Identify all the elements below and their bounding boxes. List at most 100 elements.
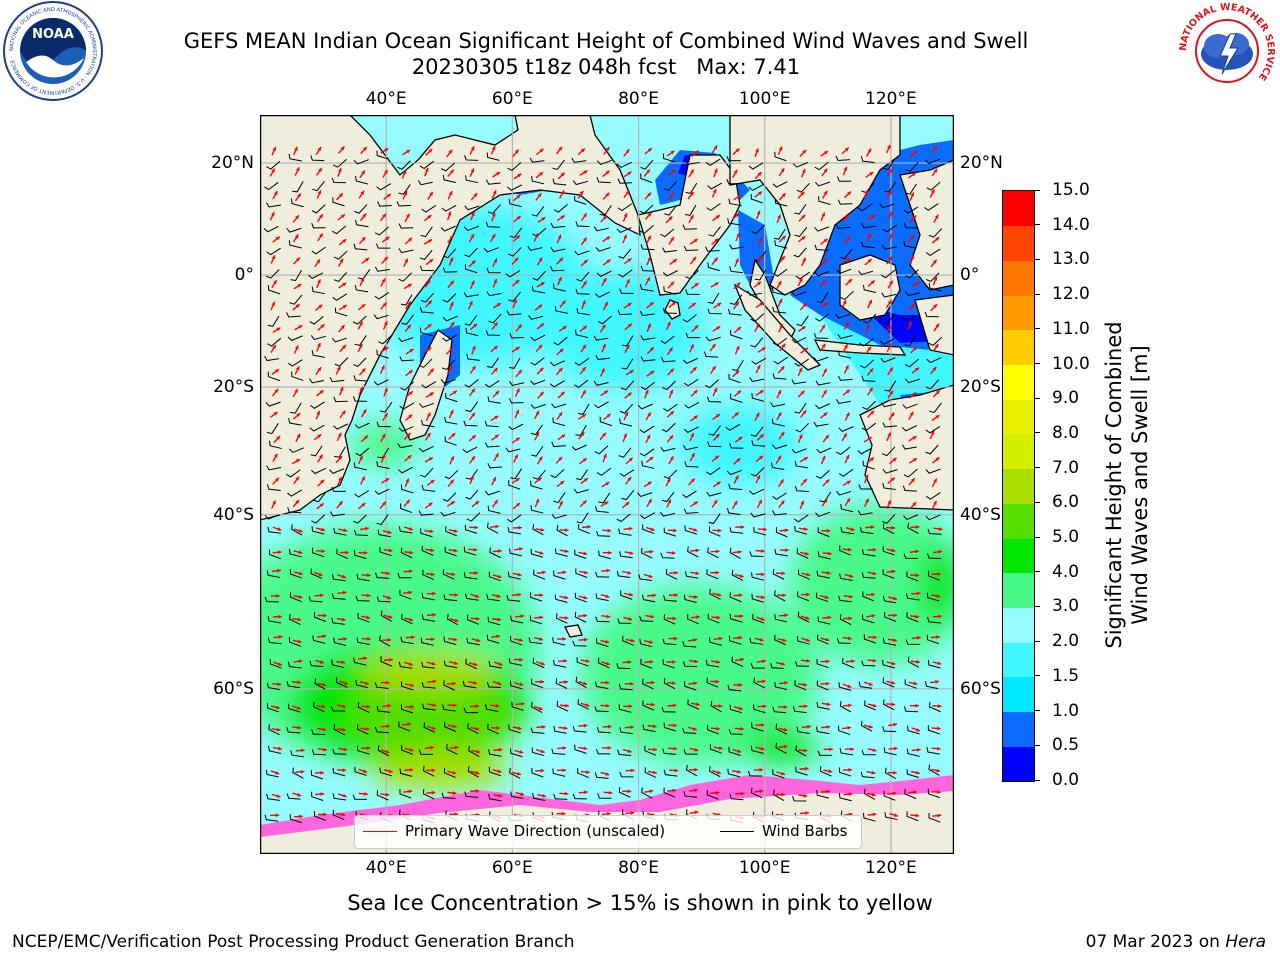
wave-arrow-head	[277, 682, 282, 687]
wave-arrow-head	[538, 257, 543, 262]
wave-arrow-head	[520, 702, 525, 706]
wave-arrow-head	[825, 659, 830, 664]
wave-arrow-head	[515, 346, 520, 351]
wind-barb	[837, 334, 853, 340]
wind-barb	[907, 656, 920, 668]
wave-arrow-head	[540, 749, 545, 754]
wave-arrow-head	[275, 369, 279, 373]
wind-barb	[795, 766, 808, 776]
wave-arrow-head	[317, 343, 321, 347]
wind-barb	[422, 788, 435, 800]
wind-barb	[576, 657, 589, 667]
wind-barb	[861, 572, 876, 579]
latitude-label: 20°N	[211, 153, 254, 174]
wind-barb	[791, 336, 807, 344]
wave-arrow-head	[475, 594, 480, 598]
wave-arrow-head	[495, 524, 500, 529]
wave-arrow-head	[432, 703, 437, 707]
wave-arrow-head	[498, 793, 503, 798]
wind-barb	[419, 160, 434, 170]
wind-barb	[529, 615, 543, 625]
wind-barb	[443, 594, 458, 602]
wind-barb	[596, 177, 611, 184]
wave-arrow-head	[872, 812, 877, 817]
wind-barb	[488, 766, 501, 777]
wind-barb	[862, 400, 877, 411]
wave-arrow-head	[715, 679, 720, 684]
wind-barb	[836, 176, 852, 182]
wave-arrow-head	[539, 615, 544, 620]
wave-arrow-head	[823, 368, 827, 373]
wave-arrow-head	[713, 257, 718, 262]
colorbar-tick	[1034, 467, 1040, 469]
wave-arrow-head	[605, 680, 610, 685]
wave-arrow-head	[361, 304, 366, 308]
wind-barb	[331, 659, 345, 669]
wind-barb	[838, 595, 852, 603]
wave-arrow-head	[889, 233, 893, 238]
wind-barb	[905, 593, 920, 601]
wave-arrow-head	[760, 617, 765, 621]
wave-arrow-head	[365, 727, 370, 731]
wave-arrow-head	[539, 148, 544, 153]
wind-barb	[928, 283, 942, 292]
wave-arrow-head	[891, 702, 896, 707]
wind-barb	[593, 226, 609, 232]
wave-arrow-head	[781, 343, 786, 348]
wave-arrow-head	[605, 639, 610, 644]
wind-barb	[467, 766, 479, 778]
wave-arrow-head	[537, 193, 542, 198]
wave-arrow-head	[647, 256, 651, 261]
wave-arrow-head	[784, 681, 789, 685]
wind-barb	[533, 569, 546, 580]
wind-barb	[750, 467, 765, 477]
wind-barb	[596, 467, 612, 476]
wind-barb	[464, 205, 480, 211]
wave-arrow-head	[846, 389, 851, 394]
wind-barb	[354, 529, 369, 537]
wave-arrow-head	[735, 345, 740, 350]
wind-barb	[530, 379, 546, 385]
wind-barb	[419, 265, 435, 272]
map-canvas	[259, 114, 955, 855]
wave-arrow-head	[604, 301, 608, 306]
wave-arrow-head	[757, 191, 762, 196]
colorbar-title-line2: Wind Waves and Swell [m]	[1128, 345, 1152, 625]
wind-barb	[484, 380, 500, 388]
wave-arrow-head	[667, 499, 672, 504]
wave-arrow-head	[424, 167, 429, 172]
wind-barb	[683, 378, 699, 387]
wave-arrow-head	[802, 303, 807, 308]
wave-arrow-head	[803, 704, 808, 709]
wind-barb	[374, 726, 389, 734]
wind-barb	[355, 679, 369, 689]
wave-arrow-head	[762, 704, 767, 709]
wind-barb	[817, 616, 831, 625]
wave-arrow-head	[448, 365, 453, 370]
wave-arrow-head	[869, 368, 874, 373]
wind-barb	[375, 572, 389, 579]
wind-barb	[594, 506, 609, 513]
wind-barb	[594, 401, 609, 409]
wind-barb	[857, 510, 873, 516]
wave-arrow-head	[798, 434, 803, 439]
wind-barb	[751, 787, 763, 799]
wind-barb	[528, 637, 543, 645]
wave-direction-swatch	[363, 831, 397, 832]
wind-barb	[508, 724, 521, 734]
wave-arrow-head	[608, 724, 612, 729]
wave-arrow-head	[498, 662, 503, 666]
wave-arrow-head	[384, 347, 389, 351]
wind-barb	[531, 701, 543, 714]
wave-arrow-head	[278, 746, 282, 751]
wave-arrow-head	[736, 232, 740, 237]
wave-arrow-head	[408, 789, 413, 794]
wind-barb	[926, 592, 940, 602]
wave-arrow-head	[715, 790, 720, 795]
colorbar-label: 14.0	[1052, 214, 1090, 235]
wind-barb	[314, 612, 326, 622]
latitude-label: 20°S	[960, 377, 1001, 397]
wind-barb	[901, 315, 917, 321]
wave-arrow-head	[431, 790, 436, 795]
wind-barb	[817, 527, 830, 538]
